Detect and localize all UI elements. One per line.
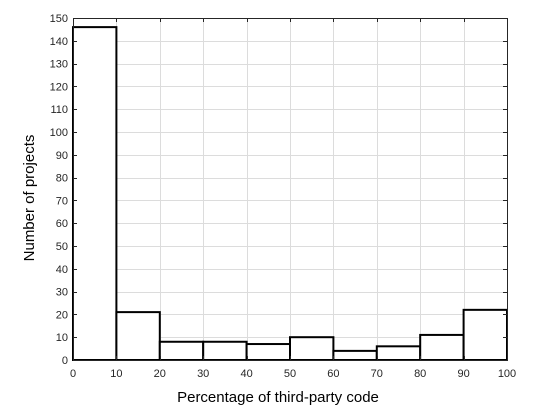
y-tick-label: 140	[50, 36, 68, 48]
x-tick-label: 70	[371, 368, 383, 380]
x-tick-label: 100	[498, 368, 516, 380]
histogram-bar	[419, 333, 465, 362]
histogram-bar	[72, 26, 118, 362]
x-tick-label: 90	[457, 368, 469, 380]
histogram-bar	[289, 336, 335, 362]
y-tick-label: 20	[56, 309, 68, 321]
y-tick-label: 150	[50, 13, 68, 25]
x-tick-label: 30	[197, 368, 209, 380]
y-tick-label: 120	[50, 81, 68, 93]
y-tick-label: 60	[56, 218, 68, 230]
x-tick-label: 50	[284, 368, 296, 380]
bar-layer	[72, 26, 509, 362]
x-tick-label: 20	[154, 368, 166, 380]
histogram-bar	[332, 349, 378, 362]
y-tick-label: 80	[56, 173, 68, 185]
x-tick-label: 80	[414, 368, 426, 380]
histogram-bar	[462, 308, 509, 361]
histogram-bar	[158, 340, 205, 362]
histogram-bar	[115, 311, 161, 361]
histogram-bar	[375, 345, 422, 362]
x-axis-title: Percentage of third-party code	[177, 389, 379, 406]
x-tick-label: 40	[240, 368, 252, 380]
histogram-bar	[245, 343, 292, 362]
y-tick-label: 70	[56, 195, 68, 207]
y-tick-label: 30	[56, 287, 68, 299]
y-tick-label: 40	[56, 264, 68, 276]
y-axis-title: Number of projects	[21, 135, 38, 262]
y-tick-label: 110	[50, 104, 68, 116]
y-tick-label: 90	[56, 150, 68, 162]
y-tick-label: 50	[56, 241, 68, 253]
x-tick-label: 10	[110, 368, 122, 380]
y-tick-label: 0	[62, 355, 68, 367]
y-tick-label: 130	[50, 59, 68, 71]
y-tick-label: 10	[56, 332, 68, 344]
x-tick-label: 60	[327, 368, 339, 380]
histogram-bar	[202, 340, 248, 362]
x-tick-label: 0	[70, 368, 76, 380]
axis-layer: 0 10 20 30 40 50 60 70 80 90 100 0 10 20 30 40 50 60 70 80 9…	[50, 13, 517, 380]
y-tick-label: 100	[50, 127, 68, 139]
